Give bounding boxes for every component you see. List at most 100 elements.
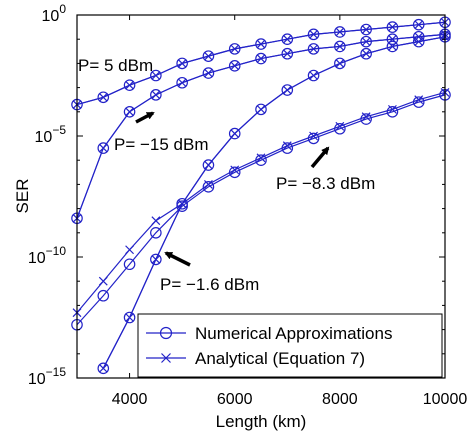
data-point-cross — [151, 216, 161, 226]
data-point-circle — [360, 113, 372, 125]
data-point-circle — [307, 132, 320, 145]
data-point-circle — [412, 18, 425, 31]
y-tick-label: 10−5 — [35, 123, 67, 146]
y-tick-exponent: −10 — [46, 244, 67, 258]
data-point-circle — [202, 159, 215, 171]
data-point-cross — [388, 104, 397, 114]
y-axis-label: SER — [13, 179, 32, 214]
data-point-circle — [307, 43, 320, 55]
data-point-cross — [230, 61, 240, 71]
markers-layer — [71, 16, 451, 375]
data-point-cross — [151, 71, 161, 80]
data-point-circle — [150, 253, 162, 266]
data-point-cross — [335, 58, 345, 68]
data-point-circle — [334, 26, 346, 38]
annotation-arrow — [164, 251, 191, 267]
data-point-circle — [412, 96, 425, 108]
data-point-cross — [256, 39, 266, 49]
annotation-label: P= −8.3 dBm — [276, 174, 375, 193]
data-point-circle — [123, 106, 136, 118]
data-point-circle — [255, 38, 267, 50]
data-point-cross — [177, 199, 187, 209]
data-point-cross — [388, 42, 397, 51]
data-point-cross — [204, 51, 213, 61]
data-point-cross — [388, 22, 397, 32]
data-point-cross — [125, 80, 134, 90]
data-point-circle — [123, 258, 136, 271]
legend-box — [137, 313, 443, 378]
data-point-cross — [309, 44, 318, 54]
data-point-circle — [386, 40, 399, 53]
data-point-cross — [230, 165, 240, 175]
y-tick-exponent: 0 — [59, 2, 66, 16]
data-point-circle — [176, 197, 188, 210]
y-tick-label: 100 — [42, 2, 67, 25]
legend-label: Numerical Approximations — [195, 324, 392, 343]
x-axis-label: Length (km) — [216, 412, 307, 431]
y-tick-label: 10−10 — [28, 244, 66, 267]
legend-marker-circle — [159, 326, 173, 340]
data-point-circle — [281, 47, 294, 60]
data-point-cross — [256, 153, 266, 163]
data-point-cross — [230, 129, 240, 139]
data-point-circle — [360, 47, 372, 60]
annotation-label: P= 5 dBm — [78, 56, 153, 75]
legend: Numerical Approximations Analytical (Equa… — [137, 313, 443, 378]
data-point-circle — [412, 35, 425, 48]
series-line-analytical — [76, 91, 446, 314]
data-point-circle — [386, 106, 399, 118]
annotation-arrow — [310, 146, 330, 169]
data-point-cross — [256, 54, 266, 63]
data-point-cross — [309, 71, 318, 80]
data-point-circle — [281, 33, 294, 45]
data-point-cross — [177, 78, 187, 88]
data-point-cross — [177, 58, 187, 68]
y-tick-exponent: −15 — [46, 365, 67, 379]
x-tick-label: 8000 — [322, 391, 358, 408]
data-point-cross — [204, 68, 213, 78]
data-point-circle — [123, 311, 136, 324]
data-point-cross — [282, 34, 292, 44]
data-point-cross — [98, 92, 108, 102]
data-point-cross — [98, 276, 108, 286]
data-point-cross — [230, 44, 240, 54]
data-point-cross — [204, 160, 213, 170]
x-tick-label: 10000 — [423, 391, 468, 408]
data-point-cross — [98, 143, 108, 153]
data-point-cross — [335, 42, 345, 51]
data-point-cross — [98, 363, 108, 373]
data-point-cross — [361, 49, 371, 59]
data-point-circle — [255, 154, 267, 166]
data-point-circle — [386, 33, 399, 45]
data-point-cross — [414, 37, 424, 47]
data-point-cross — [309, 131, 318, 141]
data-point-circle — [334, 122, 346, 135]
data-point-cross — [361, 37, 371, 47]
data-point-circle — [360, 35, 372, 48]
data-point-circle — [228, 60, 241, 72]
data-point-circle — [97, 142, 110, 154]
data-point-circle — [202, 67, 215, 79]
data-point-cross — [125, 245, 134, 255]
data-point-circle — [97, 91, 110, 104]
annotation-label: P= −15 dBm — [114, 135, 209, 154]
data-point-circle — [202, 50, 215, 62]
data-point-circle — [334, 40, 346, 53]
data-point-cross — [282, 49, 292, 59]
data-point-circle — [123, 79, 136, 91]
annotation-arrow — [135, 111, 155, 124]
y-tick-base: 10 — [28, 371, 46, 388]
data-point-cross — [204, 179, 213, 189]
data-point-circle — [334, 57, 346, 70]
legend-marker-cross — [161, 353, 171, 363]
data-point-circle — [255, 103, 267, 116]
data-point-cross — [125, 313, 134, 322]
data-point-circle — [202, 181, 215, 193]
series-line-numerical — [76, 94, 446, 326]
y-tick-base: 10 — [28, 250, 46, 267]
data-point-cross — [361, 25, 371, 34]
data-point-cross — [335, 27, 345, 37]
data-point-circle — [176, 57, 188, 70]
